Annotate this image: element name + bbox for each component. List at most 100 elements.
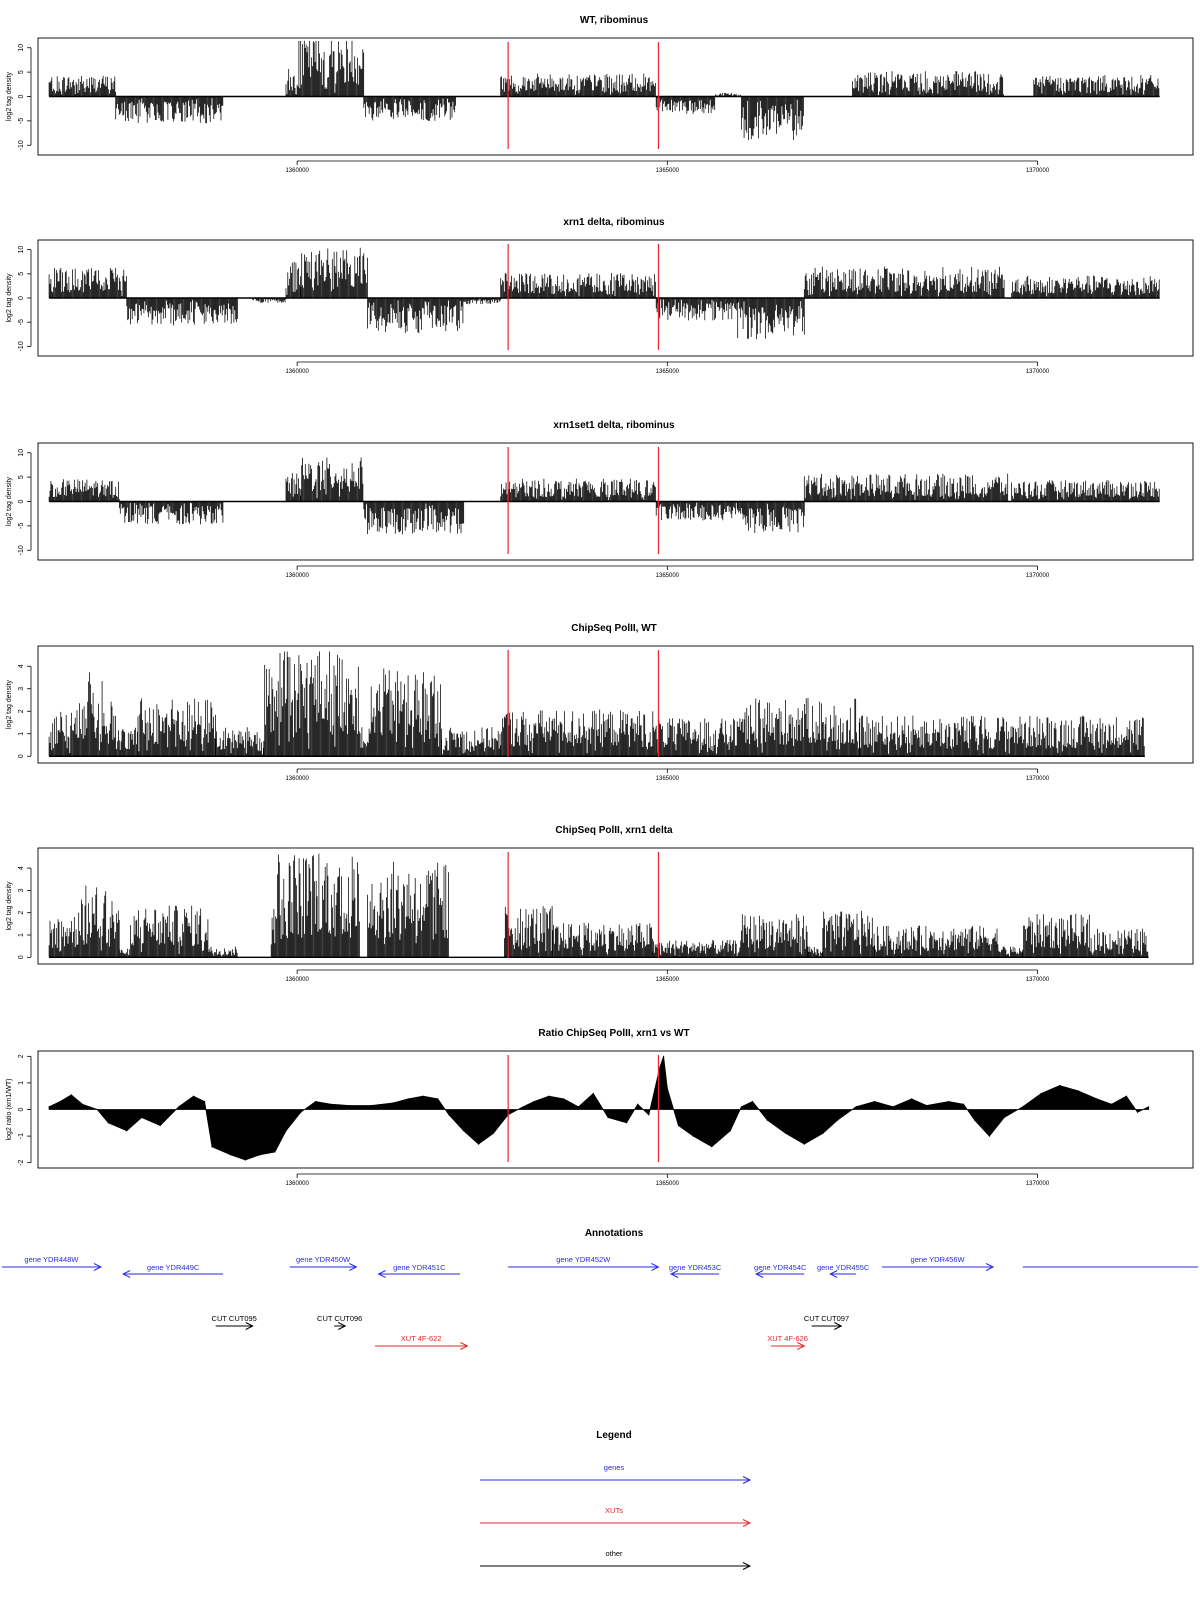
ratio-point bbox=[648, 1114, 650, 1116]
ratio-point bbox=[766, 1119, 768, 1121]
plot-frame bbox=[37, 239, 1194, 357]
signal-segment bbox=[441, 727, 501, 757]
signal-bars bbox=[270, 853, 360, 958]
signal-segment bbox=[48, 710, 79, 757]
signal-bars bbox=[552, 922, 653, 958]
ratio-point bbox=[59, 1100, 61, 1103]
ratio-point bbox=[178, 1106, 180, 1108]
chart-panel: xrn1 delta, ribominus log2 tag density -10… bbox=[6, 217, 1194, 375]
signal-bars bbox=[300, 247, 368, 298]
ratio-point bbox=[348, 1104, 350, 1107]
y-axis-label: log2 tag density bbox=[6, 679, 13, 729]
ratio-point bbox=[392, 1102, 394, 1104]
ratio-point bbox=[677, 1124, 680, 1127]
signal-segment bbox=[500, 478, 656, 502]
annotation-label: XUT 4F-622 bbox=[401, 1334, 442, 1343]
ratio-point bbox=[1125, 1095, 1127, 1097]
signal-bars bbox=[48, 267, 127, 298]
signal-segment bbox=[652, 939, 742, 958]
ratio-point bbox=[803, 1143, 805, 1145]
signal-segment bbox=[300, 457, 364, 502]
signal-bars bbox=[367, 298, 464, 334]
y-tick-label: -5 bbox=[18, 523, 25, 529]
y-tick-label: 1 bbox=[18, 933, 25, 937]
legend: Legend genes XUTs other bbox=[480, 1430, 752, 1570]
ratio-point bbox=[692, 1135, 694, 1137]
signal-bars bbox=[115, 96, 224, 124]
ratio-point bbox=[711, 1146, 713, 1148]
signal-bars bbox=[741, 914, 809, 958]
x-tick-label: 1365000 bbox=[656, 977, 680, 983]
legend-label: genes bbox=[604, 1463, 625, 1472]
signal-bars bbox=[737, 298, 805, 340]
signal-bars bbox=[1033, 75, 1160, 97]
signal-segment bbox=[119, 948, 131, 958]
y-tick-label: -10 bbox=[18, 545, 25, 555]
signal-bars bbox=[285, 69, 298, 97]
y-axis-label: log2 tag density bbox=[6, 273, 13, 323]
signal-bars bbox=[119, 948, 131, 958]
ratio-point bbox=[563, 1098, 565, 1100]
signal-segment bbox=[48, 917, 79, 958]
signal-bars bbox=[300, 457, 364, 502]
signal-segment bbox=[48, 479, 120, 502]
annotation-label: gene YDR452W bbox=[556, 1255, 611, 1264]
ratio-point bbox=[407, 1098, 409, 1100]
y-tick-label: 1 bbox=[18, 732, 25, 736]
y-tick-label: 4 bbox=[18, 664, 25, 668]
signal-bars bbox=[137, 698, 216, 757]
ratio-point bbox=[329, 1103, 332, 1105]
chart-panel: ChipSeq PolII, xrn1 delta log2 tag densit… bbox=[6, 825, 1194, 983]
signal-bars bbox=[1011, 275, 1160, 298]
y-tick-label: -5 bbox=[18, 319, 25, 325]
ratio-point bbox=[229, 1154, 232, 1156]
chart-panel: ChipSeq PolII, WT log2 tag density 0 1 2 3 4 13… bbox=[6, 623, 1194, 782]
ratio-area bbox=[48, 1056, 1149, 1161]
annotation-feature: XUT 4F-622 bbox=[374, 1334, 469, 1350]
x-tick-label: 1365000 bbox=[656, 168, 680, 174]
annotation-feature: gene YDR450W bbox=[289, 1255, 358, 1271]
signal-segment bbox=[367, 861, 449, 958]
signal-segment bbox=[296, 40, 365, 97]
signal-segment bbox=[741, 914, 809, 958]
annotations-title: Annotations bbox=[585, 1228, 644, 1239]
signal-bars bbox=[500, 709, 656, 757]
y-tick-label: -5 bbox=[18, 118, 25, 124]
annotation-label: gene YDR451C bbox=[393, 1263, 446, 1272]
plot-frame bbox=[37, 1050, 1194, 1169]
signal-bars bbox=[48, 479, 120, 502]
signal-bars bbox=[655, 298, 738, 321]
ratio-point bbox=[1111, 1103, 1113, 1105]
ratio-point bbox=[192, 1095, 195, 1097]
x-tick-label: 1370000 bbox=[1026, 573, 1050, 579]
ratio-point bbox=[81, 1103, 83, 1105]
signal-bars bbox=[652, 939, 742, 958]
signal-segment bbox=[370, 668, 442, 757]
ratio-point bbox=[1148, 1106, 1150, 1108]
ratio-point bbox=[729, 1130, 731, 1132]
signal-bars bbox=[859, 715, 1145, 757]
ratio-point bbox=[837, 1119, 839, 1121]
ratio-point bbox=[1040, 1092, 1042, 1095]
signal-bars bbox=[367, 861, 449, 958]
legend-item: genes bbox=[480, 1463, 752, 1484]
signal-bars bbox=[803, 473, 1009, 502]
arrow-head bbox=[245, 1322, 254, 1330]
signal-bars bbox=[874, 925, 1001, 958]
ratio-point bbox=[1022, 1106, 1024, 1108]
signal-segment bbox=[655, 298, 738, 321]
arrow-head bbox=[755, 1270, 764, 1278]
annotation-feature: gene YDR449C bbox=[122, 1263, 224, 1278]
signal-bars bbox=[807, 946, 823, 958]
ratio-point bbox=[740, 1106, 743, 1108]
signal-bars bbox=[500, 73, 656, 97]
x-tick-label: 1370000 bbox=[1026, 1181, 1050, 1187]
signal-bars bbox=[126, 298, 238, 326]
signal-segment bbox=[285, 69, 298, 97]
signal-bars bbox=[655, 96, 716, 114]
y-tick-label: 10 bbox=[18, 449, 25, 457]
signal-segment bbox=[737, 501, 805, 533]
signal-bars bbox=[207, 946, 238, 958]
x-tick-label: 1370000 bbox=[1026, 168, 1050, 174]
ratio-point bbox=[48, 1106, 50, 1108]
